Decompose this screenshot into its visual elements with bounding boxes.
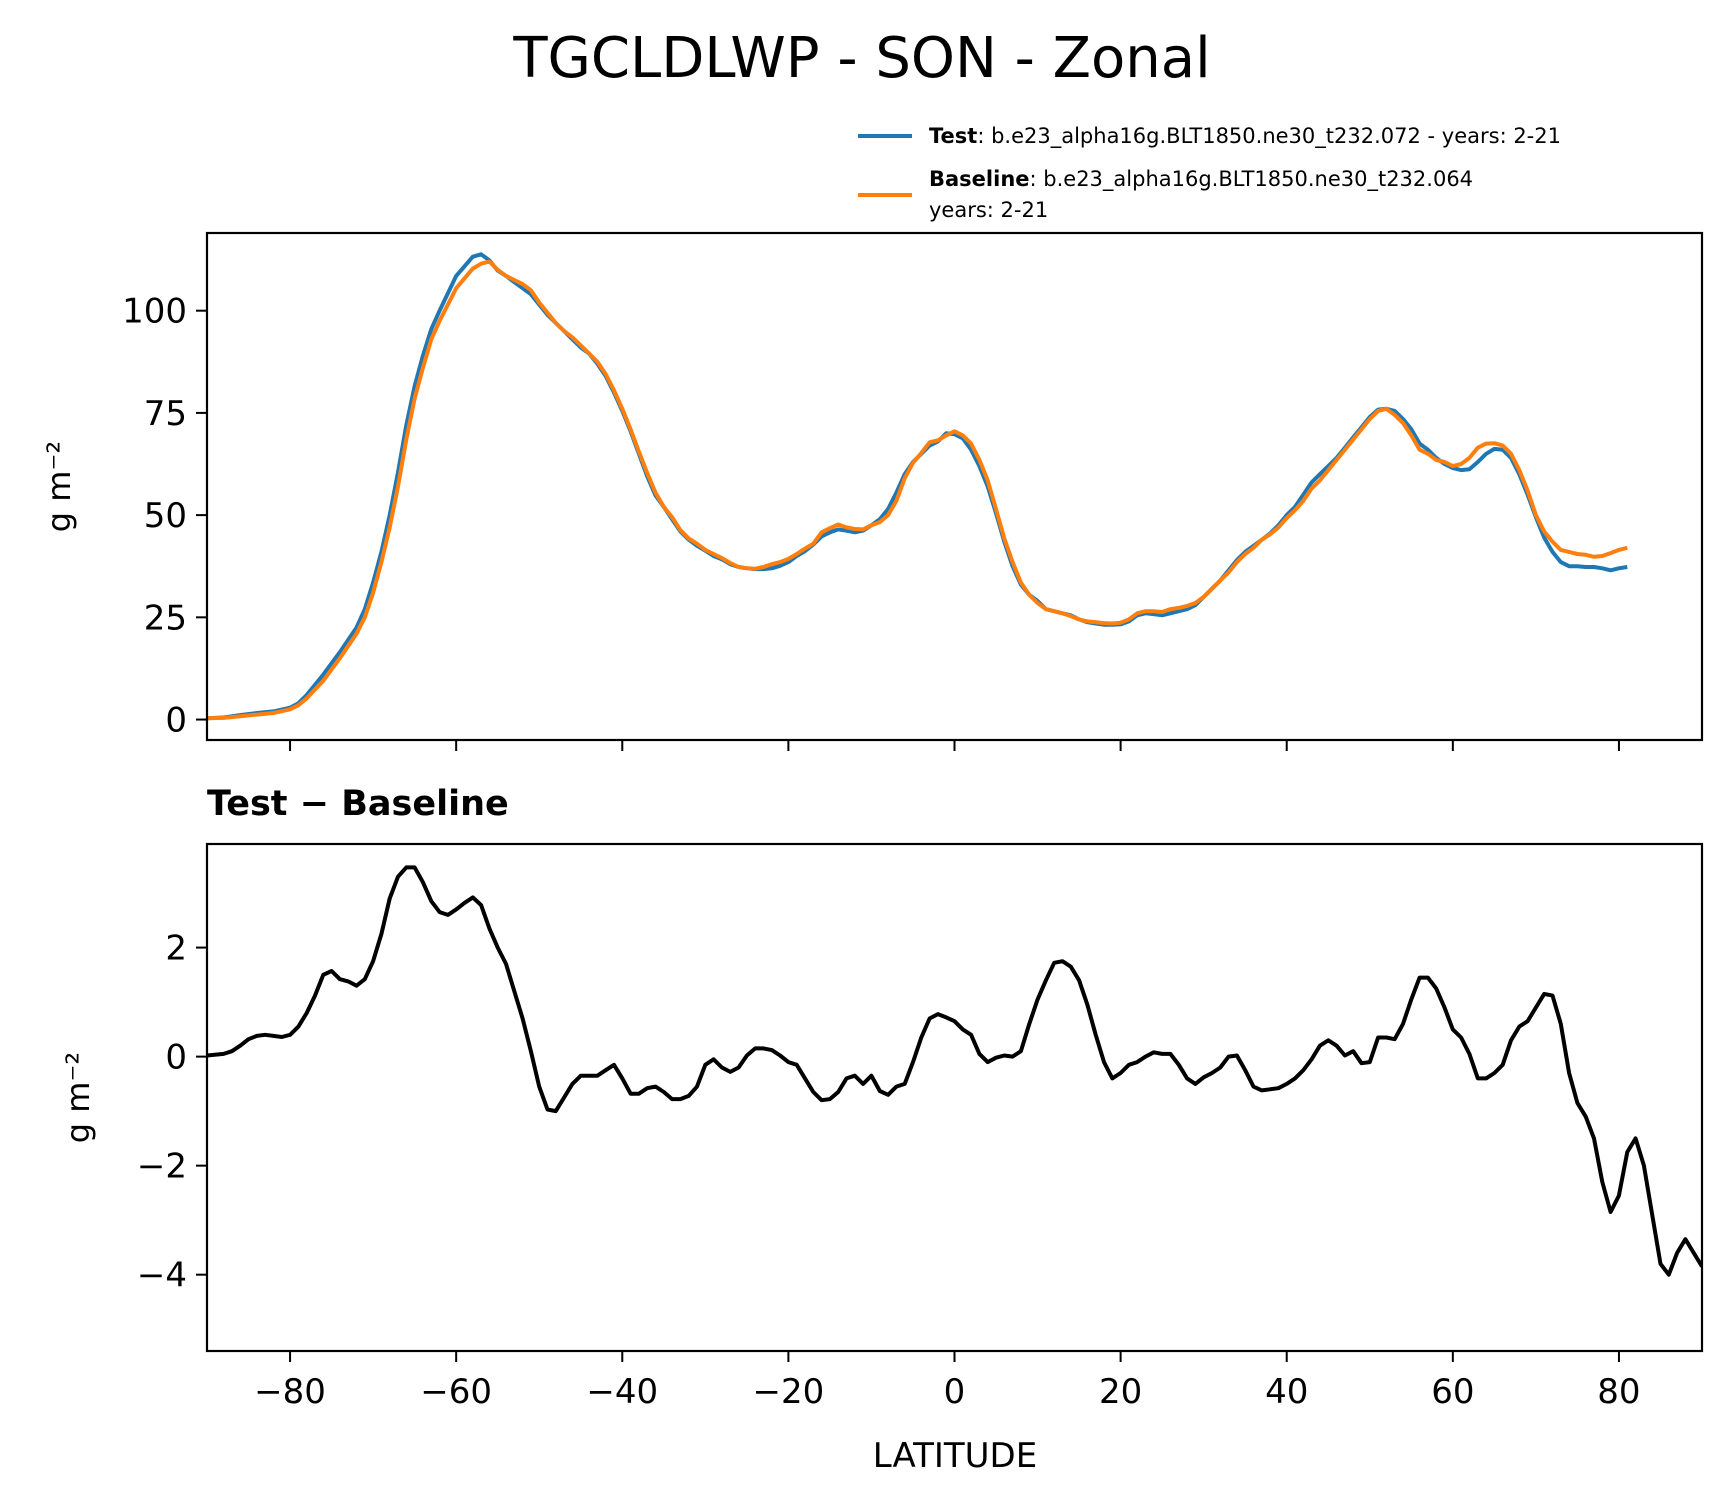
x-tick-label: −80 [254,1372,326,1412]
legend-label-baseline: Baseline [929,167,1030,191]
bottom-panel: −4−202−80 −60 −40 −20 0 20 40 60 80g m⁻² [59,842,1704,1412]
axes-frame [205,842,1704,1353]
x-axis-label: LATITUDE [873,1436,1037,1476]
y-tick-label: 50 [144,496,187,536]
x-tick-label: −40 [586,1372,658,1412]
legend-desc-test: : b.e23_alpha16g.BLT1850.ne30_t232.072 -… [977,124,1561,149]
y-tick-label: 0 [165,1038,187,1078]
y-tick-label: 75 [144,394,187,434]
y-tick-label: 0 [165,701,187,741]
legend-desc-baseline: : b.e23_alpha16g.BLT1850.ne30_t232.064 [1030,167,1474,192]
svg-text:Baseline: b.e23_alpha16g.BLT18: Baseline: b.e23_alpha16g.BLT1850.ne30_t2… [929,167,1473,192]
difference-line [207,865,1702,1277]
y-tick-label: 100 [122,292,187,332]
x-tick-label: 0 [944,1372,966,1412]
svg-text:Test: b.e23_alpha16g.BLT1850.n: Test: b.e23_alpha16g.BLT1850.ne30_t232.0… [929,124,1561,149]
legend-desc2-baseline: years: 2-21 [929,198,1048,222]
diff-subtitle: Test − Baseline [207,784,509,824]
x-tick-label: 60 [1431,1372,1474,1412]
y-axis-label: g m⁻² [59,1052,97,1143]
series-line-baseline [207,259,1628,721]
y-tick-label: 25 [144,598,187,638]
axes-frame [205,231,1704,742]
legend-label-test: Test [929,124,977,148]
x-tick-label: 40 [1265,1372,1308,1412]
legend: Test: b.e23_alpha16g.BLT1850.ne30_t232.0… [858,124,1561,222]
x-tick-label: −60 [420,1372,492,1412]
y-tick-label: 2 [165,929,187,969]
series-line-test [207,252,1628,721]
top-panel: 0 25 50 75 100 g m⁻² [40,231,1704,751]
x-tick-label: 80 [1597,1372,1640,1412]
y-tick-label: −2 [137,1147,187,1187]
chart-title: TGCLDLWP - SON - Zonal [512,26,1210,91]
y-axis-label: g m⁻² [40,441,78,532]
x-tick-label: 20 [1099,1372,1142,1412]
y-tick-label: −4 [137,1256,187,1296]
x-tick-label: −20 [753,1372,825,1412]
